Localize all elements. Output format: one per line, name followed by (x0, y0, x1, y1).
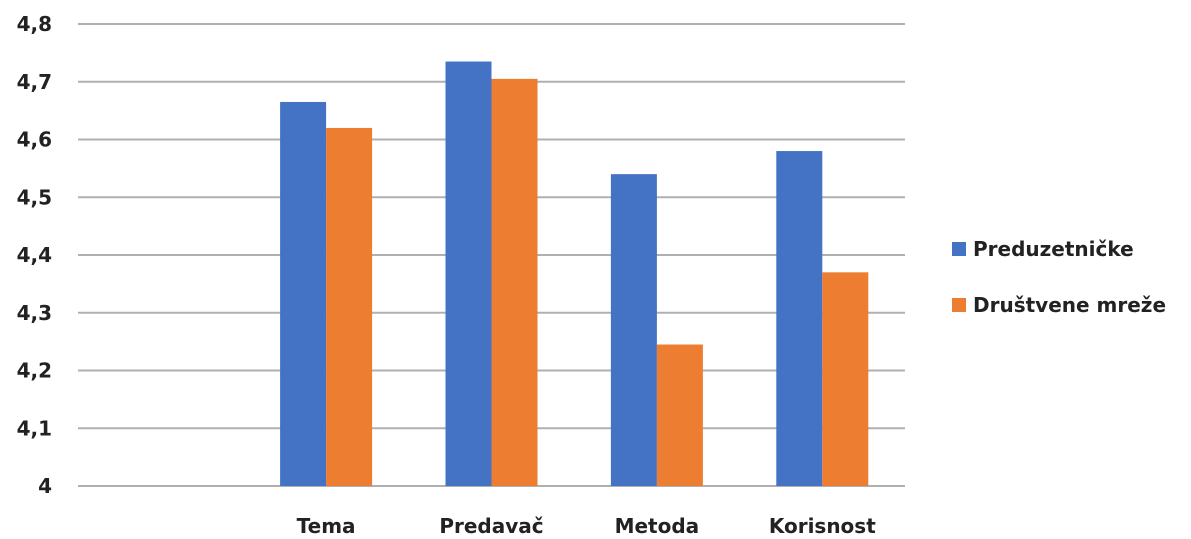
y-tick-label: 4 (38, 474, 52, 498)
bar-preduzetnicke (776, 151, 823, 487)
legend-label: Preduzetničke (973, 237, 1134, 261)
x-category-label: Tema (297, 514, 356, 538)
y-tick-label: 4,5 (17, 185, 52, 209)
y-tick-label: 4,7 (17, 70, 52, 94)
bar-preduzetnicke (445, 61, 492, 486)
legend-label: Društvene mreže (973, 293, 1166, 317)
y-axis-ticks: 4 4,1 4,2 4,3 4,4 4,5 4,6 4,7 4,8 (17, 12, 52, 498)
bars (280, 61, 869, 487)
y-tick-label: 4,1 (17, 416, 52, 440)
legend-swatch (952, 242, 966, 256)
bar-drustvene-mreze (656, 344, 703, 486)
y-tick-label: 4,6 (17, 128, 52, 152)
y-tick-label: 4,3 (17, 301, 52, 325)
x-category-label: Predavač (439, 514, 543, 538)
x-category-label: Metoda (615, 514, 700, 538)
bar-drustvene-mreze (491, 78, 538, 487)
y-tick-label: 4,8 (17, 12, 52, 36)
y-tick-label: 4,2 (17, 359, 52, 383)
bar-drustvene-mreze (822, 272, 869, 486)
bar-preduzetnicke (280, 101, 327, 487)
x-category-label: Korisnost (769, 514, 876, 538)
bar-preduzetnicke (610, 174, 657, 486)
bar-drustvene-mreze (326, 127, 373, 486)
y-tick-label: 4,4 (17, 243, 52, 267)
x-axis-labels: Tema Predavač Metoda Korisnost (297, 514, 877, 538)
legend: Preduzetničke Društvene mreže (952, 237, 1166, 317)
legend-swatch (952, 298, 966, 312)
